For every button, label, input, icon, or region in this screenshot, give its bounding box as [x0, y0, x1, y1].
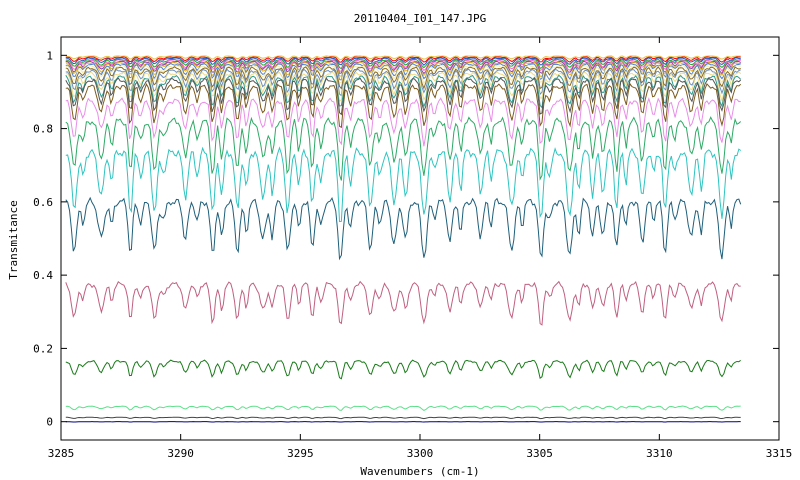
series-line-20 [65, 280, 741, 326]
y-axis-title: Transmitance [7, 200, 20, 279]
x-tick-label: 3305 [526, 447, 553, 460]
x-axis-ticks: 3285 3290 3295 3300 3305 3310 3315 [48, 37, 793, 460]
x-tick-label: 3300 [407, 447, 434, 460]
y-tick-label: 0.4 [33, 269, 53, 282]
series-line-8 [65, 62, 741, 81]
series-line-19 [65, 196, 742, 261]
series-layer [65, 55, 742, 423]
series-line-9 [65, 64, 741, 85]
series-line-22 [65, 405, 741, 411]
series-line-14 [65, 77, 742, 116]
chart-title: 20110404_I01_147.JPG [354, 12, 486, 25]
series-line-15 [65, 82, 742, 129]
y-tick-label: 0.6 [33, 196, 53, 209]
x-tick-label: 3310 [646, 447, 673, 460]
series-line-5 [65, 59, 741, 72]
series-line-7 [65, 61, 741, 78]
series-line-21 [65, 359, 741, 380]
series-line-18 [65, 146, 742, 223]
y-axis-ticks: 0 0.2 0.4 0.6 0.8 1 [33, 49, 779, 429]
series-line-2 [65, 56, 741, 63]
x-axis-title: Wavenumbers (cm-1) [360, 465, 479, 478]
series-line-16 [65, 97, 741, 147]
series-line-13 [65, 74, 742, 109]
y-tick-label: 0.8 [33, 123, 53, 136]
series-line-12 [65, 71, 742, 102]
y-tick-label: 1 [46, 49, 53, 62]
x-tick-label: 3285 [48, 447, 75, 460]
series-line-17 [65, 116, 742, 181]
x-tick-label: 3290 [167, 447, 194, 460]
y-tick-label: 0 [46, 416, 53, 429]
series-line-11 [65, 68, 741, 97]
series-line-1 [65, 55, 741, 60]
series-line-3 [65, 57, 741, 66]
series-line-10 [65, 66, 741, 90]
y-tick-label: 0.2 [33, 342, 53, 355]
x-tick-label: 3295 [287, 447, 314, 460]
series-line-23 [65, 416, 741, 420]
x-tick-label: 3315 [766, 447, 793, 460]
